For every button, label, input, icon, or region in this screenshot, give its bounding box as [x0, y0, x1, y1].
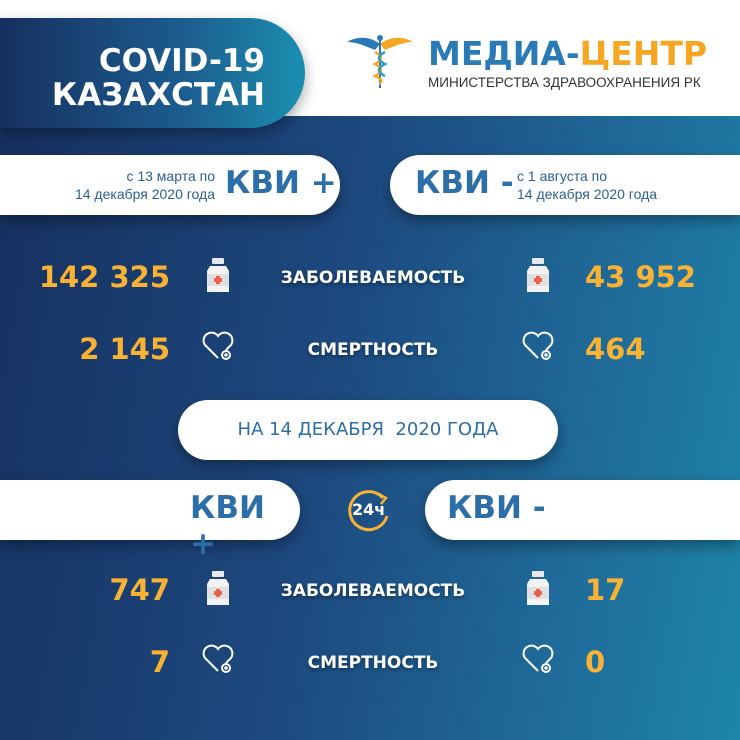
date-pill: НА 14 ДЕКАБРЯ 2020 ГОДА — [178, 400, 558, 460]
24h-label: 24ч — [352, 500, 386, 519]
period-line-2: 14 декабря 2020 года — [74, 186, 215, 202]
heart-plus-icon — [200, 643, 236, 679]
caduceus-logo-icon — [347, 35, 413, 88]
24h-icon: 24ч — [343, 486, 393, 536]
daily-kvi-plus-label: КВИ + — [190, 490, 265, 562]
daily-kvi-minus-label: КВИ - — [447, 490, 546, 526]
daily-left-value: 7 — [149, 645, 170, 679]
daily-kvi-minus-pill: КВИ - — [425, 480, 740, 540]
title-line-1: COVID-19 — [98, 43, 265, 79]
kvi-minus-label: КВИ - — [415, 165, 514, 201]
kvi-minus-period-pill: КВИ - с 1 августа по 14 декабря 2020 год… — [390, 155, 740, 215]
logo-text: МЕДИА-ЦЕНТР — [428, 34, 707, 73]
daily-row-label: СМЕРТНОСТЬ — [307, 653, 439, 673]
kvi-plus-label: КВИ + — [225, 165, 337, 201]
title-badge: COVID-19 КАЗАХСТАН — [0, 18, 305, 128]
medicine-bottle-icon — [525, 571, 551, 611]
daily-left-value: 747 — [109, 573, 170, 607]
daily-kvi-plus-pill: КВИ + — [0, 480, 300, 562]
period-line-1: с 1 августа по — [517, 168, 608, 184]
logo-text-center: ЦЕНТР — [579, 34, 708, 73]
date-label: НА 14 ДЕКАБРЯ 2020 ГОДА — [237, 419, 499, 440]
period-line-2: 14 декабря 2020 года — [517, 186, 658, 202]
logo-text-media: МЕДИА- — [428, 34, 580, 73]
medicine-bottle-icon — [525, 258, 551, 298]
kvi-minus-period: с 1 августа по 14 декабря 2020 года — [517, 167, 657, 203]
cumulative-row-label: ЗАБОЛЕВАЕМОСТЬ — [280, 268, 466, 288]
heart-plus-icon — [520, 643, 556, 679]
kvi-plus-period: с 13 марта по 14 декабря 2020 года — [0, 167, 215, 203]
cumulative-left-value: 142 325 — [38, 260, 170, 294]
daily-row-label: ЗАБОЛЕВАЕМОСТЬ — [280, 581, 466, 601]
medicine-bottle-icon — [205, 258, 231, 298]
heart-plus-icon — [200, 330, 236, 366]
cumulative-right-value: 43 952 — [585, 260, 696, 294]
cumulative-right-value: 464 — [585, 332, 646, 366]
medicine-bottle-icon — [205, 571, 231, 611]
cumulative-left-value: 2 145 — [79, 332, 170, 366]
cumulative-row-label: СМЕРТНОСТЬ — [307, 340, 439, 360]
heart-plus-icon — [520, 330, 556, 366]
daily-right-value: 0 — [585, 645, 606, 679]
period-line-1: с 13 марта по — [126, 168, 215, 184]
daily-right-value: 17 — [585, 573, 626, 607]
logo-subtitle: МИНИСТЕРСТВА ЗДРАВООХРАНЕНИЯ РК — [428, 75, 701, 90]
kvi-plus-period-pill: с 13 марта по 14 декабря 2020 года КВИ + — [0, 155, 340, 215]
title-line-2: КАЗАХСТАН — [51, 77, 265, 113]
